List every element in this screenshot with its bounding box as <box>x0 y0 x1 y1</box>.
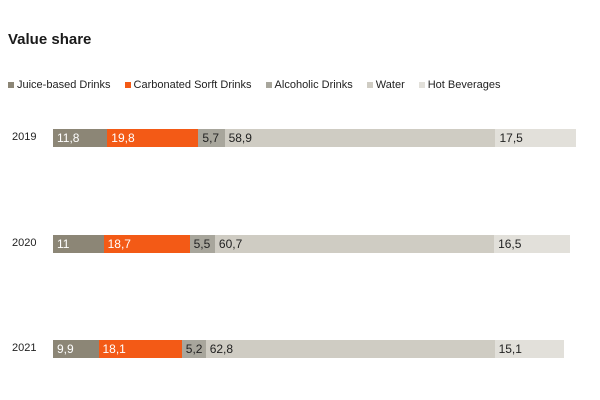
bar-segment-hot: 17,5 <box>495 129 576 147</box>
legend-label-carbonated: Carbonated Sorft Drinks <box>133 79 252 91</box>
legend-item-carbonated: Carbonated Sorft Drinks <box>124 79 252 91</box>
bar-segment-water: 62,8 <box>205 340 495 358</box>
bar-segment-water: 60,7 <box>214 235 495 253</box>
bar-segment-alcoholic: 5,2 <box>181 340 206 358</box>
bar-segment-juice: 11 <box>53 235 104 253</box>
category-label: 2019 <box>12 131 37 143</box>
bar-segment-hot: 16,5 <box>494 235 570 253</box>
data-label-carbonated: 18,1 <box>102 342 126 356</box>
bar-row-2019: 2019 11,8 19,8 5,7 58,9 17,5 <box>0 129 600 147</box>
legend-label-alcoholic: Alcoholic Drinks <box>274 79 353 91</box>
legend-swatch-carbonated <box>124 82 131 88</box>
data-label-carbonated: 18,7 <box>107 237 131 251</box>
data-label-alcoholic: 5,5 <box>193 237 211 251</box>
bar-segment-hot: 15,1 <box>494 340 565 358</box>
bar-segment-carbonated: 19,8 <box>107 129 199 147</box>
chart-legend: Juice-based Drinks Carbonated Sorft Drink… <box>8 79 515 91</box>
legend-swatch-hot <box>418 82 425 88</box>
bar-segment-alcoholic: 5,5 <box>189 235 215 253</box>
legend-label-water: Water <box>375 79 405 91</box>
data-label-water: 62,8 <box>209 342 234 356</box>
stacked-bar: 11,8 19,8 5,7 58,9 17,5 <box>53 129 576 147</box>
bar-segment-carbonated: 18,1 <box>98 340 182 358</box>
bar-row-2020: 2020 11 18,7 5,5 60,7 16,5 <box>0 235 600 253</box>
bar-segment-juice: 9,9 <box>53 340 99 358</box>
bar-segment-carbonated: 18,7 <box>103 235 190 253</box>
data-label-water: 60,7 <box>218 237 243 251</box>
chart-title: Value share <box>8 31 92 48</box>
bar-row-2021: 2021 9,9 18,1 5,2 62,8 15,1 <box>0 340 600 358</box>
data-label-alcoholic: 5,7 <box>202 131 220 145</box>
legend-swatch-juice <box>8 82 14 88</box>
legend-item-water: Water <box>366 79 405 91</box>
legend-item-juice: Juice-based Drinks <box>8 79 111 91</box>
data-label-water: 58,9 <box>228 131 252 145</box>
data-label-juice: 9,9 <box>57 342 74 356</box>
bar-segment-juice: 11,8 <box>53 129 108 147</box>
legend-swatch-alcoholic <box>265 82 272 88</box>
bar-segment-water: 58,9 <box>224 129 496 147</box>
legend-item-hot: Hot Beverages <box>418 79 501 91</box>
category-label: 2020 <box>12 237 37 249</box>
legend-item-alcoholic: Alcoholic Drinks <box>265 79 353 91</box>
legend-swatch-water <box>366 82 373 88</box>
data-label-hot: 17,5 <box>499 131 523 145</box>
data-label-alcoholic: 5,2 <box>185 342 203 356</box>
category-label: 2021 <box>12 342 37 354</box>
legend-label-juice: Juice-based Drinks <box>17 79 111 91</box>
stacked-bar: 9,9 18,1 5,2 62,8 15,1 <box>53 340 565 358</box>
data-label-juice: 11,8 <box>57 131 80 145</box>
data-label-carbonated: 19,8 <box>111 131 135 145</box>
legend-label-hot: Hot Beverages <box>427 79 501 91</box>
data-label-hot: 15,1 <box>498 342 522 356</box>
data-label-juice: 11 <box>57 237 70 251</box>
data-label-hot: 16,5 <box>498 237 522 251</box>
stacked-bar: 11 18,7 5,5 60,7 16,5 <box>53 235 570 253</box>
bar-segment-alcoholic: 5,7 <box>198 129 225 147</box>
